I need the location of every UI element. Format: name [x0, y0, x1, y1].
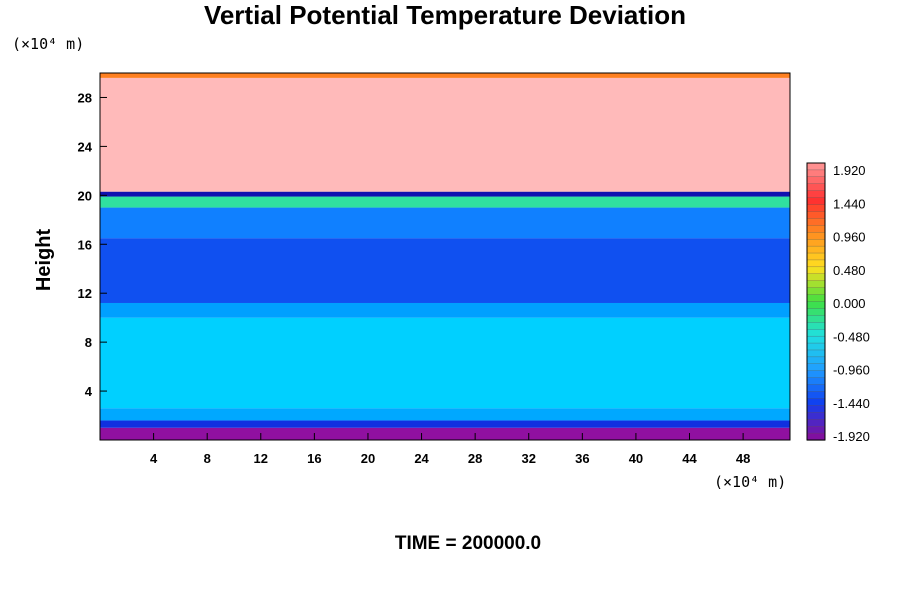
x-tick-label: 44 [682, 451, 697, 466]
colorbar-segment [806, 391, 826, 400]
y-tick-label: 12 [78, 286, 92, 301]
y-tick-label: 8 [85, 335, 92, 350]
colorbar-segment [806, 162, 826, 171]
colorbar-frame [806, 162, 826, 441]
colorbar-segment [806, 370, 826, 379]
colorbar-tick-label: 1.920 [833, 163, 866, 178]
y-tick-label: 4 [85, 384, 93, 399]
x-tick-label: 24 [414, 451, 429, 466]
colorbar-tick-label: 1.440 [833, 196, 866, 211]
colorbar-segment [806, 315, 826, 323]
colorbar-segment [806, 204, 826, 213]
heatmap-band-3 [100, 317, 790, 409]
colorbar: 1.920 1.440 0.960 0.480 0.000 -0.480 -0.960 -1.… [806, 162, 870, 444]
x-tick-label: 48 [736, 451, 750, 466]
colorbar-segment [806, 273, 826, 282]
x-tick-label: 8 [204, 451, 211, 466]
colorbar-segment [806, 239, 826, 247]
colorbar-segment [806, 342, 826, 351]
colorbar-segment [806, 425, 826, 434]
colorbar-segment [806, 363, 826, 372]
heatmap-band-4 [100, 302, 790, 318]
x-tick-label: 12 [254, 451, 268, 466]
heatmap-band-2 [100, 408, 790, 421]
colorbar-segment [806, 356, 826, 365]
heatmap-band-0 [100, 427, 790, 440]
colorbar-segment [806, 232, 826, 240]
x-tick-label: 40 [629, 451, 643, 466]
colorbar-segment [806, 211, 826, 220]
colorbar-segment [806, 432, 826, 441]
x-tick-label: 20 [361, 451, 375, 466]
heatmap-band-5 [100, 238, 790, 303]
colorbar-tick-label: -0.480 [833, 329, 870, 344]
chart-title: Vertial Potential Temperature Deviation [204, 0, 686, 30]
heatmap-band-7 [100, 196, 790, 208]
plot-frame [99, 72, 791, 441]
x-unit-label: (×10⁴ m) [714, 473, 786, 491]
colorbar-segment [806, 329, 826, 337]
heatmap-band-10 [100, 73, 790, 78]
colorbar-segment [806, 280, 826, 289]
colorbar-segment [806, 301, 826, 310]
colorbar-tick-label: 0.960 [833, 230, 866, 245]
colorbar-tick-label: -1.440 [833, 396, 870, 411]
colorbar-segment [806, 252, 826, 261]
x-tick-label: 32 [522, 451, 536, 466]
colorbar-segment [806, 197, 826, 206]
y-axis: 4 8 12 16 20 24 28 [78, 90, 107, 399]
y-tick-label: 16 [78, 237, 92, 252]
colorbar-segment [806, 384, 826, 393]
colorbar-segment [806, 245, 826, 254]
colorbar-segment [806, 287, 826, 296]
y-tick-label: 28 [78, 90, 92, 105]
x-tick-label: 36 [575, 451, 589, 466]
colorbar-segment [806, 176, 826, 185]
heatmap-band-6 [100, 207, 790, 239]
colorbar-tick-label: -1.920 [833, 429, 870, 444]
y-tick-label: 20 [78, 188, 92, 203]
colorbar-segment [806, 183, 826, 192]
y-unit-label: (×10⁴ m) [12, 35, 84, 53]
colorbar-segment [806, 377, 826, 386]
plot-area [100, 73, 790, 440]
heatmap-band-1 [100, 420, 790, 428]
colorbar-tick-label: 0.000 [833, 296, 866, 311]
colorbar-segment [806, 335, 826, 344]
heatmap-band-9 [100, 77, 790, 192]
colorbar-segment [806, 218, 826, 226]
x-tick-label: 4 [150, 451, 158, 466]
colorbar-segment [806, 322, 826, 330]
colorbar-segment [806, 190, 826, 199]
colorbar-tick-label: 0.480 [833, 263, 866, 278]
time-label: TIME = 200000.0 [395, 533, 541, 554]
colorbar-segment [806, 225, 826, 233]
colorbar-segment [806, 259, 826, 268]
colorbar-segment [806, 349, 826, 358]
x-tick-label: 16 [307, 451, 321, 466]
y-axis-label: Height [33, 229, 55, 292]
x-tick-label: 28 [468, 451, 482, 466]
x-axis: 4 8 12 16 20 24 28 32 36 40 44 48 [150, 433, 750, 466]
heatmap-band-8 [100, 191, 790, 197]
colorbar-tick-label: -0.960 [833, 363, 870, 378]
colorbar-segment [806, 398, 826, 407]
colorbar-segment [806, 412, 826, 420]
colorbar-segment [806, 169, 826, 178]
colorbar-segment [806, 405, 826, 413]
colorbar-segment [806, 308, 826, 316]
colorbar-segment [806, 266, 826, 275]
colorbar-segment [806, 419, 826, 427]
colorbar-segment [806, 294, 826, 303]
y-tick-label: 24 [78, 139, 93, 154]
